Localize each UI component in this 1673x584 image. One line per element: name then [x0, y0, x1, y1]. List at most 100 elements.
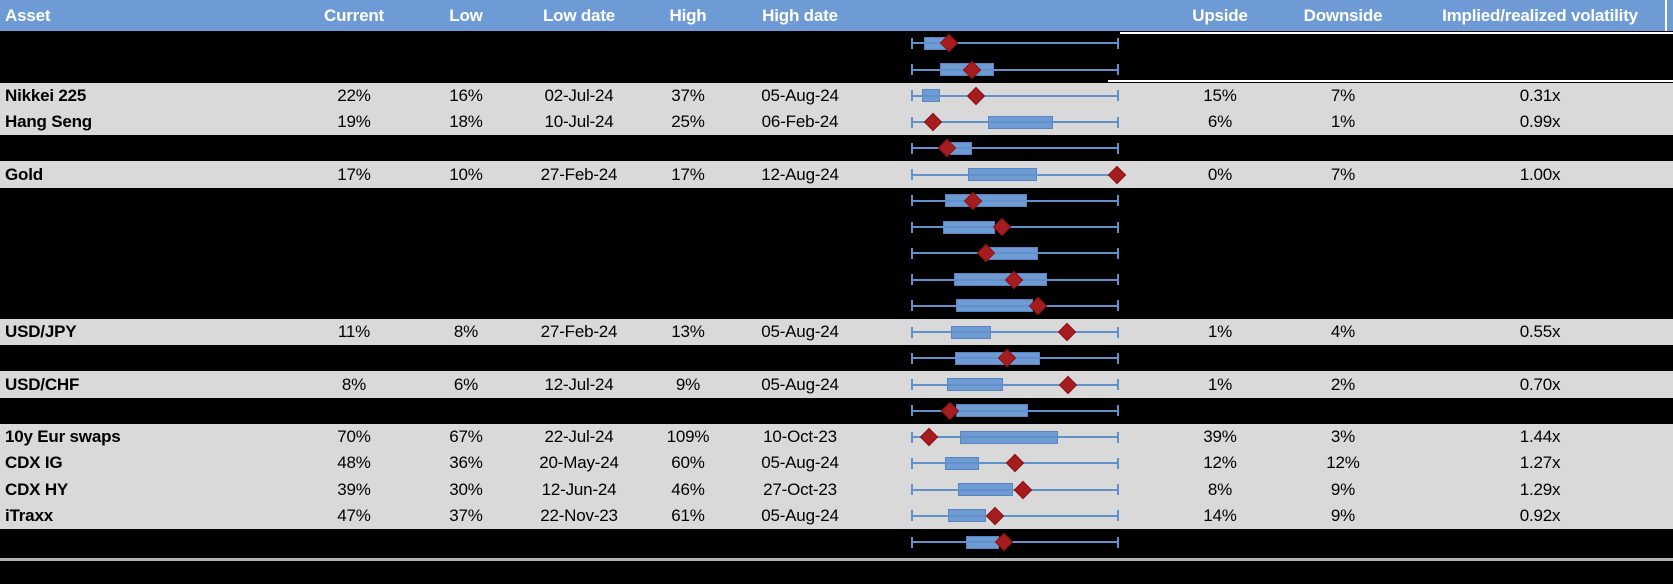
cell-low: 36%	[449, 453, 483, 473]
whisker-cap-left	[911, 247, 913, 259]
cell-upside: 0%	[1207, 164, 1233, 184]
cell-low: 16%	[449, 85, 483, 105]
cell-high-date: 10-Oct-23	[763, 427, 837, 447]
cell-current: 22%	[337, 85, 371, 105]
cell-upside: 39%	[1203, 427, 1237, 447]
cell-low-date: 22-Nov-23	[540, 505, 618, 525]
cell-vol: 1.29x	[1519, 479, 1561, 499]
whisker-line	[912, 304, 1118, 307]
cell-low: 18%	[449, 112, 483, 132]
cell-high-date: 12-Aug-24	[761, 164, 839, 184]
cell-low-date: 12-Jun-24	[541, 479, 617, 499]
cell-low: 10%	[449, 164, 483, 184]
cell-low: 30%	[449, 479, 483, 499]
cell-low-date: 20-May-24	[539, 453, 619, 473]
table-row	[0, 450, 1673, 477]
column-header-upside: Upside	[1192, 6, 1248, 25]
column-header-low: Low	[449, 6, 483, 25]
cell-vol: 0.31x	[1519, 85, 1561, 105]
whisker-cap-left	[911, 536, 913, 548]
whisker-cap-right	[1117, 405, 1119, 417]
cell-asset: USD/CHF	[5, 374, 80, 394]
cell-asset: 10y Eur swaps	[5, 427, 121, 447]
cell-downside: 3%	[1330, 427, 1356, 447]
cell-low-date: 10-Jul-24	[544, 112, 614, 132]
table-row	[0, 318, 1673, 346]
cell-downside: 9%	[1330, 505, 1356, 525]
cell-vol: 0.55x	[1519, 322, 1561, 342]
whisker-cap-left	[911, 90, 913, 102]
cell-vol: 0.99x	[1519, 112, 1561, 132]
whisker-cap-right	[1117, 274, 1119, 286]
column-header-current: Current	[324, 6, 384, 25]
whisker-line	[912, 42, 1118, 45]
table-row	[0, 82, 1673, 109]
whisker-line	[912, 514, 1118, 517]
cell-high: 46%	[671, 479, 705, 499]
table-row	[0, 476, 1673, 503]
whisker-line	[912, 147, 1118, 150]
cell-upside: 15%	[1203, 85, 1237, 105]
table-row	[0, 423, 1673, 451]
whisker-line	[912, 226, 1118, 229]
whisker-cap-left	[911, 221, 913, 233]
whisker-cap-left	[911, 379, 913, 391]
cell-current: 11%	[337, 322, 371, 342]
cell-current: 70%	[337, 427, 371, 447]
whisker-cap-right	[1117, 352, 1119, 364]
whisker-cap-left	[911, 142, 913, 154]
column-header-high-date: High date	[762, 6, 838, 25]
cell-current: 47%	[337, 505, 371, 525]
whisker-cap-right	[1117, 116, 1119, 128]
whisker-line	[912, 436, 1118, 439]
cell-downside: 4%	[1330, 322, 1356, 342]
cell-low-date: 27-Feb-24	[540, 322, 618, 342]
table-row	[0, 161, 1673, 188]
whisker-cap-right	[1117, 510, 1119, 522]
column-header-low-date: Low date	[542, 6, 616, 25]
cell-low: 6%	[453, 374, 479, 394]
whisker-cap-right	[1117, 195, 1119, 207]
table-row	[0, 108, 1673, 136]
cell-high: 17%	[671, 164, 705, 184]
cell-current: 8%	[341, 374, 367, 394]
cell-asset: USD/JPY	[5, 322, 77, 342]
cell-asset: iTraxx	[5, 505, 53, 525]
cell-vol: 1.00x	[1519, 164, 1561, 184]
whisker-cap-left	[911, 484, 913, 496]
whisker-cap-left	[911, 37, 913, 49]
cell-high: 13%	[671, 322, 705, 342]
bottom-separator	[0, 558, 1673, 561]
whisker-line	[912, 199, 1118, 202]
cell-low-date: 22-Jul-24	[544, 427, 614, 447]
whisker-line	[912, 541, 1118, 544]
cell-high: 109%	[666, 427, 710, 447]
cell-low: 37%	[449, 505, 483, 525]
cell-high-date: 05-Aug-24	[761, 453, 839, 473]
cell-asset: Gold	[5, 164, 43, 184]
whisker-line	[912, 383, 1118, 386]
whisker-cap-right	[1117, 536, 1119, 548]
whisker-cap-left	[911, 457, 913, 469]
cell-downside: 1%	[1330, 112, 1356, 132]
table-header: Asset Current Low Low date High High dat…	[0, 0, 1673, 31]
cell-upside: 1%	[1207, 322, 1233, 342]
whisker-cap-left	[911, 274, 913, 286]
cell-downside: 7%	[1330, 164, 1356, 184]
whisker-cap-left	[911, 352, 913, 364]
whisker-cap-right	[1117, 326, 1119, 338]
cell-low-date: 02-Jul-24	[544, 85, 614, 105]
column-header-implied-realized-vol: Implied/realized volatility	[1442, 6, 1638, 25]
cell-upside: 14%	[1203, 505, 1237, 525]
whisker-cap-right	[1117, 247, 1119, 259]
cell-downside: 2%	[1330, 374, 1356, 394]
cell-upside: 6%	[1207, 112, 1233, 132]
cell-asset: CDX HY	[5, 479, 69, 499]
whisker-line	[912, 409, 1118, 412]
cell-low: 8%	[453, 322, 479, 342]
cell-asset: CDX IG	[5, 453, 63, 473]
table-row	[0, 502, 1673, 529]
cell-current: 19%	[337, 112, 371, 132]
cell-high-date: 05-Aug-24	[761, 85, 839, 105]
